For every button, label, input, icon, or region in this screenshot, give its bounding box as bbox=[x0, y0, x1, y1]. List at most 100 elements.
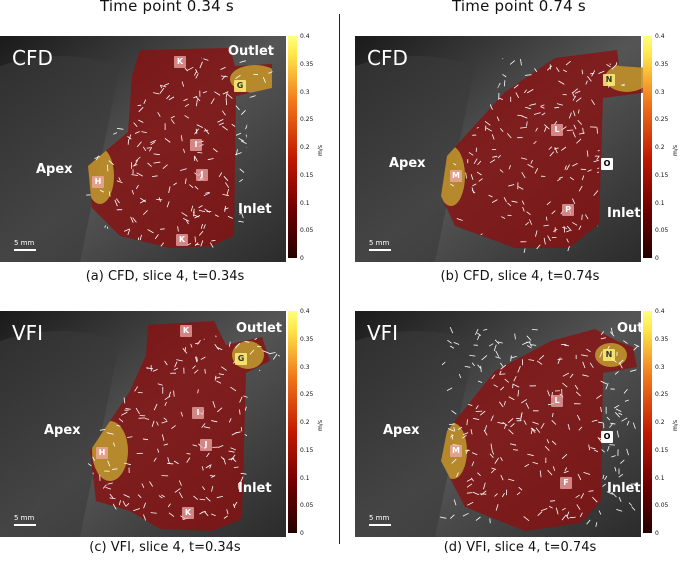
outlet-label: Outlet bbox=[236, 321, 283, 336]
panel-a-cfd-034: CFD Outlet Apex Inlet 5 mm K G I H J K 0.4 0.35 0.3 0.… bbox=[0, 33, 330, 262]
colorbar-tick-label: 0 bbox=[655, 255, 659, 262]
method-label: VFI bbox=[367, 321, 399, 345]
colorbar-tick-label: 0.15 bbox=[300, 446, 314, 454]
point-marker: K bbox=[180, 325, 192, 337]
colorbar-tick-label: 0.05 bbox=[655, 227, 669, 235]
colorbar-tick-label: 0.2 bbox=[655, 144, 665, 151]
colorbar-tick-label: 0.1 bbox=[300, 474, 310, 482]
caption-a: (a) CFD, slice 4, t=0.34s bbox=[85, 269, 245, 284]
point-marker: F bbox=[560, 477, 572, 489]
colorbar-unit: m/s bbox=[672, 145, 679, 156]
point-marker: N bbox=[603, 74, 615, 86]
method-label: CFD bbox=[367, 46, 408, 70]
point-marker: H bbox=[96, 447, 108, 459]
colorbar-tick-label: 0.25 bbox=[300, 391, 314, 399]
point-marker: L bbox=[551, 395, 563, 407]
point-marker: H bbox=[92, 176, 104, 188]
outlet-label: Outlet bbox=[228, 44, 275, 59]
point-marker: M bbox=[450, 445, 462, 457]
colorbar-tick-label: 0.1 bbox=[300, 199, 310, 207]
colorbar-tick-label: 0.05 bbox=[300, 227, 314, 235]
scale-label: 5 mm bbox=[14, 514, 35, 522]
outlet-label: Outlet bbox=[617, 321, 664, 336]
column-title-left: Time point 0.34 s bbox=[100, 0, 234, 15]
point-marker: P bbox=[562, 204, 574, 216]
apex-label: Apex bbox=[389, 156, 426, 171]
ultrasound-image bbox=[355, 311, 641, 537]
apex-label: Apex bbox=[383, 423, 420, 438]
outlet-label: Outlet bbox=[641, 44, 685, 59]
colorbar-unit: m/s bbox=[317, 145, 324, 156]
colorbar-tick-label: 0.4 bbox=[655, 33, 665, 40]
colorbar-tick-label: 0.15 bbox=[655, 446, 669, 454]
scale-label: 5 mm bbox=[369, 514, 390, 522]
colorbar bbox=[643, 36, 652, 258]
colorbar bbox=[643, 311, 652, 533]
colorbar-tick-label: 0.35 bbox=[300, 335, 314, 343]
colorbar-tick-label: 0.25 bbox=[655, 116, 669, 124]
point-marker: N bbox=[603, 349, 615, 361]
colorbar-tick-label: 0.15 bbox=[655, 171, 669, 179]
colorbar-tick-label: 0.4 bbox=[300, 33, 310, 40]
colorbar-tick-label: 0.2 bbox=[300, 419, 310, 426]
colorbar-tick-label: 0.3 bbox=[655, 363, 665, 371]
point-marker: O bbox=[601, 431, 613, 443]
inlet-label: Inlet bbox=[607, 206, 641, 221]
colorbar-tick-label: 0.35 bbox=[655, 60, 669, 68]
flow-region bbox=[90, 321, 270, 531]
point-marker: G bbox=[234, 80, 246, 92]
colorbar-tick-label: 0.25 bbox=[655, 391, 669, 399]
point-marker: J bbox=[196, 169, 208, 181]
colorbar-tick-label: 0.35 bbox=[655, 335, 669, 343]
colorbar-tick-label: 0.1 bbox=[655, 474, 665, 482]
apex-label: Apex bbox=[44, 423, 81, 438]
colorbar-tick-label: 0.25 bbox=[300, 116, 314, 124]
point-marker: K bbox=[176, 234, 188, 246]
colorbar-tick-label: 0.3 bbox=[655, 88, 665, 96]
scale-bar bbox=[14, 249, 36, 251]
caption-b: (b) CFD, slice 4, t=0.74s bbox=[440, 269, 600, 284]
method-label: VFI bbox=[12, 321, 44, 345]
flow-region bbox=[441, 329, 637, 531]
scale-bar bbox=[14, 524, 36, 526]
colorbar-tick-label: 0.3 bbox=[300, 88, 310, 96]
colorbar bbox=[288, 36, 297, 258]
panel-c-vfi-034: VFI Outlet Apex Inlet 5 mm K G I H J K 0.4 0.35 0.3 0.… bbox=[0, 308, 330, 537]
flow-region bbox=[441, 50, 649, 248]
scale-bar bbox=[369, 249, 391, 251]
point-marker: L bbox=[551, 124, 563, 136]
inlet-label: Inlet bbox=[238, 481, 272, 496]
panel-d-vfi-074: VFI Outlet Apex Inlet 5 mm N L O M F 0.4 0.35 0.3 0.2… bbox=[355, 308, 685, 537]
inlet-label: Inlet bbox=[238, 202, 272, 217]
colorbar-tick-label: 0 bbox=[300, 530, 304, 537]
colorbar-tick-label: 0.3 bbox=[300, 363, 310, 371]
colorbar-tick-label: 0.05 bbox=[300, 502, 314, 510]
colorbar-tick-label: 0.2 bbox=[300, 144, 310, 151]
point-marker: K bbox=[182, 507, 194, 519]
colorbar-tick-label: 0.1 bbox=[655, 199, 665, 207]
panel-b-cfd-074: CFD Outlet Apex Inlet 5 mm N L O M P 0.4 0.35 0.3 0.2… bbox=[355, 33, 685, 262]
ultrasound-image bbox=[0, 311, 286, 537]
apex-label: Apex bbox=[36, 162, 73, 177]
scale-bar bbox=[369, 524, 391, 526]
caption-d: (d) VFI, slice 4, t=0.74s bbox=[443, 540, 597, 555]
scale-label: 5 mm bbox=[14, 239, 35, 247]
column-divider bbox=[339, 14, 340, 544]
point-marker: I bbox=[192, 407, 204, 419]
ultrasound-image bbox=[355, 36, 649, 262]
colorbar-tick-label: 0.4 bbox=[655, 308, 665, 315]
colorbar-tick-label: 0 bbox=[655, 530, 659, 537]
colorbar-tick-label: 0.2 bbox=[655, 419, 665, 426]
method-label: CFD bbox=[12, 46, 53, 70]
column-title-right: Time point 0.74 s bbox=[452, 0, 586, 15]
point-marker: I bbox=[190, 139, 202, 151]
colorbar bbox=[288, 311, 297, 533]
colorbar-tick-label: 0.35 bbox=[300, 60, 314, 68]
point-marker: G bbox=[235, 353, 247, 365]
inlet-label: Inlet bbox=[607, 481, 641, 496]
point-marker: O bbox=[601, 158, 613, 170]
flow-region bbox=[88, 48, 272, 248]
colorbar-tick-label: 0.15 bbox=[300, 171, 314, 179]
colorbar-tick-label: 0.4 bbox=[300, 308, 310, 315]
colorbar-tick-label: 0.05 bbox=[655, 502, 669, 510]
